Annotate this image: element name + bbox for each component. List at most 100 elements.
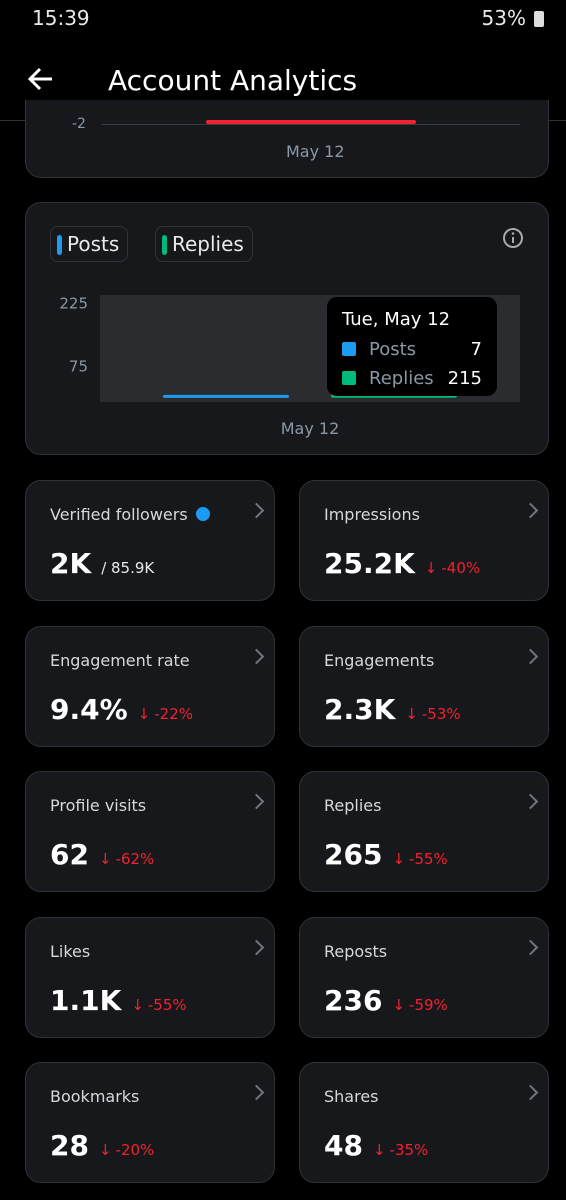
bar: [163, 394, 289, 398]
down-arrow: ↓: [98, 850, 112, 868]
axis-line: [102, 124, 520, 125]
tooltip-label: Posts: [369, 339, 416, 360]
metric-card[interactable]: Verified followers 2K / 85.9K: [25, 480, 275, 601]
metric-card[interactable]: Replies 265 ↓ -55%: [299, 771, 549, 892]
metric-change-text: -40%: [441, 559, 481, 577]
metric-label-text: Shares: [324, 1087, 379, 1106]
metric-label: Shares: [324, 1087, 379, 1106]
tooltip-swatch: [342, 371, 356, 385]
metric-value-text: 236: [324, 983, 383, 1017]
metric-card[interactable]: Bookmarks 28 ↓ -20%: [25, 1062, 275, 1183]
chart: 75 225 May 12 Tue, May 12 Posts 7 Replies 215: [59, 294, 520, 438]
back-button[interactable]: [26, 64, 56, 94]
tooltip-value: 7: [471, 339, 482, 360]
metric-label: Profile visits: [50, 796, 146, 815]
metric-change-text: -22%: [154, 704, 193, 723]
chevron: [248, 1084, 265, 1101]
metric-value-text: 9.4%: [50, 692, 128, 726]
metric-card[interactable]: Reposts 236 ↓ -59%: [299, 916, 549, 1038]
y-tick-label: 75: [69, 357, 88, 375]
metric-change: ↓ -59%: [392, 996, 447, 1014]
metric-label: Engagements: [324, 651, 434, 670]
metric-change: ↓ -55%: [392, 850, 447, 868]
bar: [206, 120, 416, 124]
metric-value: 62 ↓ -62%: [50, 838, 154, 871]
metric-change: ↓ -62%: [99, 850, 154, 868]
legend-item[interactable]: Replies: [155, 226, 253, 262]
down-arrow: ↓: [137, 704, 151, 723]
metric-value: 2.3K ↓ -53%: [324, 693, 461, 726]
metric-label-text: Reposts: [324, 941, 388, 961]
metric-value-text: 1.1K: [50, 983, 122, 1017]
metric-label: Reposts: [324, 942, 387, 961]
time: 15:39: [32, 6, 90, 30]
metric-change: ↓ -53%: [405, 705, 460, 723]
tooltip: [327, 297, 497, 396]
metric-card[interactable]: Engagement rate 9.4% ↓ -22%: [25, 625, 275, 747]
metric-label-text: Engagement rate: [50, 650, 190, 670]
metric-change: ↓ -35%: [373, 1141, 428, 1159]
metric-label-text: Replies: [324, 796, 382, 815]
tooltip-title: Tue, May 12: [341, 309, 450, 330]
tooltip-label: Replies: [369, 368, 434, 389]
legend-label: Posts: [67, 232, 120, 256]
metric-label: Impressions: [324, 505, 420, 524]
top-chart-card: -2 May 12: [25, 100, 549, 178]
chevron: [248, 502, 265, 519]
down-arrow: ↓: [405, 704, 418, 723]
metric-value: 265 ↓ -55%: [324, 838, 448, 871]
metric-value: 1.1K ↓ -55%: [50, 984, 187, 1017]
metric-total: / 85.9K: [101, 559, 155, 577]
metric-label-text: Profile visits: [50, 796, 147, 815]
down-arrow: ↓: [424, 559, 438, 577]
metric-label-text: Bookmarks: [50, 1087, 140, 1106]
metric-card[interactable]: Shares 48 ↓ -35%: [299, 1062, 549, 1183]
metric-change: ↓ -20%: [99, 1141, 154, 1159]
chevron: [248, 648, 265, 664]
metric-label-text: Impressions: [324, 505, 420, 524]
metric-value-text: 28: [50, 1129, 89, 1162]
metric-label-text: Verified followers: [50, 505, 188, 524]
chevron: [522, 648, 539, 664]
metric-label: Replies: [324, 796, 381, 815]
metric-card[interactable]: Engagements 2.3K ↓ -53%: [299, 625, 549, 747]
tooltip-swatch: [342, 342, 356, 356]
page-title: Account Analytics: [108, 64, 358, 97]
x-tick-label: May 12: [281, 419, 340, 438]
down-arrow: ↓: [98, 1141, 112, 1159]
legend-swatch: [57, 235, 62, 255]
metric-card[interactable]: Profile visits 62 ↓ -62%: [25, 771, 275, 892]
metric-change-text: -55%: [409, 850, 448, 868]
metric-label: Likes: [50, 942, 90, 961]
metric-value-text: 62: [50, 838, 89, 871]
metric-change-text: -20%: [115, 1141, 155, 1159]
legend-swatch: [162, 235, 167, 255]
chevron: [248, 793, 265, 810]
metric-card[interactable]: Impressions 25.2K ↓ -40%: [299, 480, 549, 601]
legend-label: Replies: [172, 232, 244, 256]
metric-card[interactable]: Likes 1.1K ↓ -55%: [25, 916, 275, 1038]
metric-value-text: 265: [324, 838, 383, 871]
metric-change-text: -62%: [115, 850, 155, 868]
metric-label-text: Engagements: [324, 650, 435, 670]
chevron: [522, 502, 539, 519]
metric-label: Engagement rate: [50, 651, 190, 670]
metric-change-text: -53%: [421, 704, 461, 723]
down-arrow: ↓: [392, 995, 406, 1014]
metric-label: Bookmarks: [50, 1087, 139, 1106]
metric-value: 25.2K ↓ -40%: [324, 547, 480, 580]
metric-value: 2K / 85.9K: [50, 547, 154, 580]
metric-change-text: -55%: [147, 995, 187, 1014]
legend-item[interactable]: Posts: [50, 226, 129, 262]
metric-change: ↓ -55%: [131, 996, 186, 1014]
metric-value: 48 ↓ -35%: [324, 1129, 428, 1162]
metric-value-text: 25.2K: [324, 547, 415, 580]
info-icon[interactable]: [502, 227, 524, 249]
down-arrow: ↓: [372, 1141, 386, 1159]
metric-value-text: 2K: [50, 547, 92, 580]
tooltip-value: 215: [448, 368, 482, 389]
chevron: [248, 939, 265, 955]
y-tick-label: -2: [72, 116, 86, 132]
battery: 53%: [481, 6, 526, 30]
